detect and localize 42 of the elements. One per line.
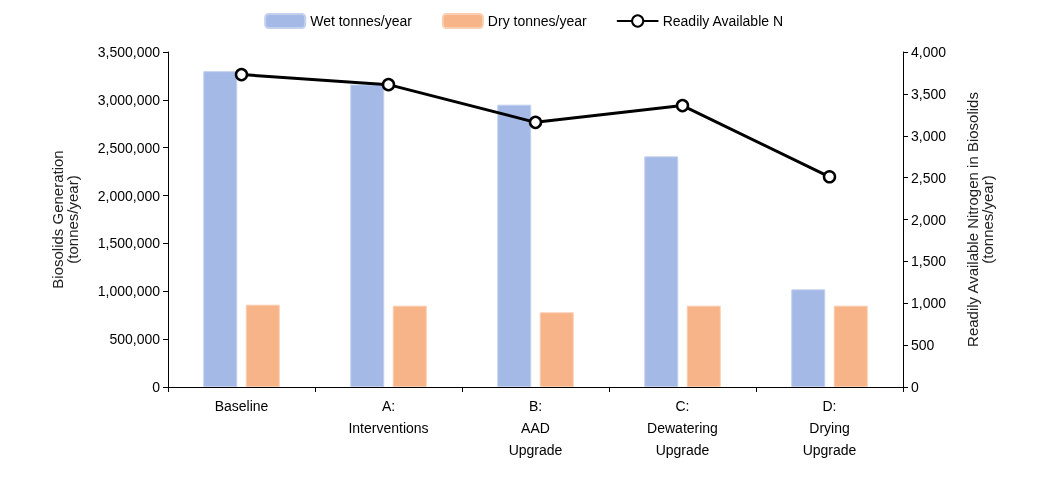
y-tick-label: 1,500,000 xyxy=(97,235,161,252)
bar xyxy=(686,305,721,387)
y2-tick-label: 0 xyxy=(911,379,919,395)
y-tick-label: 2,000,000 xyxy=(97,187,161,204)
legend-label: Wet tonnes/year xyxy=(310,13,413,29)
point xyxy=(822,170,837,184)
y-tick-label: 3,500,000 xyxy=(97,44,161,60)
y-tick-label: 1,000,000 xyxy=(97,283,161,300)
x-tick-label: D: Drying Upgrade xyxy=(802,398,857,458)
legend-label: Readily Available N xyxy=(662,13,784,29)
y2-axis-title: Readily Available Nitrogen in Biosolids (tonnes/year) xyxy=(964,92,996,347)
y-axis-title: Biosolids Generation (tonnes/year) xyxy=(49,150,81,289)
y-tick-label: 2,500,000 xyxy=(97,139,161,156)
legend-label: Dry tonnes/year xyxy=(487,13,588,29)
point xyxy=(381,77,396,92)
y2-tick-label: 2,000 xyxy=(911,211,947,228)
bar xyxy=(497,104,532,387)
y-tick-label: 500,000 xyxy=(109,331,161,348)
y2-tick-label: 1,500 xyxy=(911,253,947,270)
y2-tick-label: 500 xyxy=(911,337,935,354)
bar xyxy=(350,84,385,387)
y2-tick-label: 4,000 xyxy=(911,44,947,60)
y-tick-label: 3,000,000 xyxy=(97,91,161,108)
point xyxy=(528,115,543,130)
point xyxy=(675,98,690,113)
x-tick-label: C: Dewatering Upgrade xyxy=(647,398,718,458)
y2-tick-label: 2,500 xyxy=(911,169,947,186)
y-tick-label: 0 xyxy=(152,379,161,395)
x-tick-label: A: Interventions xyxy=(348,398,429,436)
y2-tick-label: 1,000 xyxy=(911,295,947,312)
bar xyxy=(392,305,427,387)
bar xyxy=(644,156,679,387)
x-tick-label: Baseline xyxy=(214,398,269,414)
bar xyxy=(203,71,238,387)
bar xyxy=(833,305,868,387)
point xyxy=(234,67,249,82)
x-tick-label: B: AAD Upgrade xyxy=(508,398,563,458)
bar xyxy=(245,304,280,387)
bar xyxy=(791,289,826,387)
y2-tick-label: 3,000 xyxy=(911,127,947,144)
bar xyxy=(539,312,574,387)
y2-tick-label: 3,500 xyxy=(911,85,947,102)
